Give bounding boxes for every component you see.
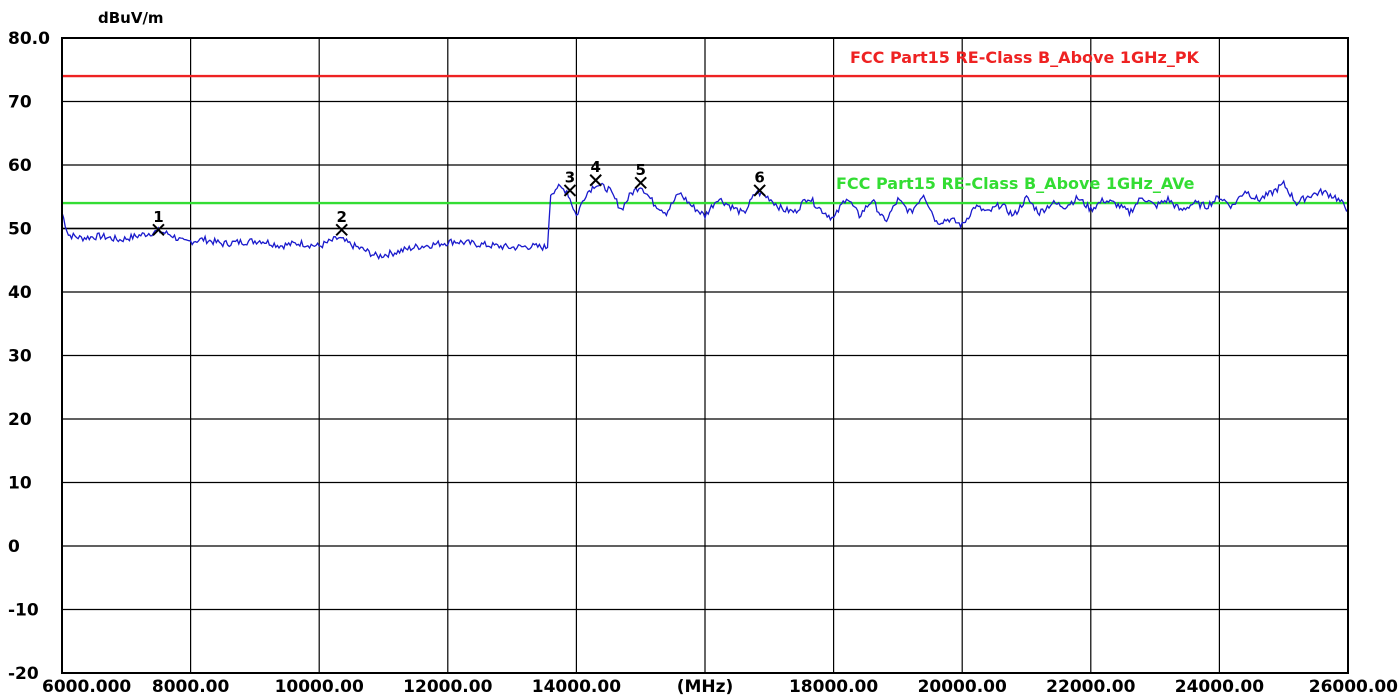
marker-x	[753, 184, 766, 197]
y-tick-label: -10	[8, 601, 39, 621]
marker-x	[335, 223, 348, 236]
x-tick-label: 26000.00	[1309, 677, 1398, 696]
x-tick-labels: 6000.000 8000.00 10000.00 12000.00 14000.00 (…	[42, 677, 1398, 696]
limit-lines: FCC Part15 RE-Class B_Above 1GHz_PK FCC P…	[62, 48, 1348, 205]
x-tick-label: 8000.00	[152, 677, 230, 696]
marker-x	[152, 223, 165, 236]
markers: 1 2 34 5 6	[152, 158, 766, 236]
x-tick-label: 10000.00	[275, 677, 364, 696]
x-tick-label: 22000.00	[1046, 677, 1135, 696]
y-tick-label: 70	[8, 93, 32, 113]
marker-label: 6	[754, 168, 764, 186]
marker-x	[563, 184, 577, 197]
y-tick-label: -20	[8, 664, 39, 684]
marker-x	[634, 176, 647, 189]
marker-label: 1	[153, 208, 163, 226]
y-tick-label: 50	[8, 220, 32, 240]
y-axis-unit-label: dBuV/m	[98, 9, 164, 27]
y-tick-label: 60	[8, 156, 32, 176]
x-tick-label: 12000.00	[403, 677, 492, 696]
x-tick-label: 24000.00	[1175, 677, 1264, 696]
x-tick-label: 14000.00	[532, 677, 621, 696]
limit-line-label: FCC Part15 RE-Class B_Above 1GHz_PK	[850, 48, 1200, 67]
marker-label: 5	[635, 161, 645, 179]
x-tick-label: (MHz)	[677, 677, 734, 696]
y-tick-label: 10	[8, 474, 32, 494]
y-tick-label: 0	[8, 537, 20, 557]
trace-group	[61, 179, 1349, 261]
marker-x	[589, 174, 602, 187]
y-tick-label: 40	[8, 283, 32, 303]
y-tick-labels: 80.0 70 60 50 40 30 20 10 0 -10 -20	[8, 29, 50, 684]
y-tick-label: 30	[8, 347, 32, 367]
y-tick-label: 20	[8, 410, 32, 430]
plot-frame	[61, 37, 1349, 674]
limit-line-label: FCC Part15 RE-Class B_Above 1GHz_AVe	[836, 174, 1195, 193]
y-tick-label: 80.0	[8, 29, 50, 49]
x-tick-label: 6000.000	[42, 677, 131, 696]
x-tick-label: 20000.00	[918, 677, 1007, 696]
marker-label: 4	[590, 158, 600, 176]
trace-line	[61, 179, 1349, 261]
marker-label: 2	[336, 208, 346, 226]
marker-label: 3	[565, 168, 575, 186]
x-tick-label: 18000.00	[789, 677, 878, 696]
